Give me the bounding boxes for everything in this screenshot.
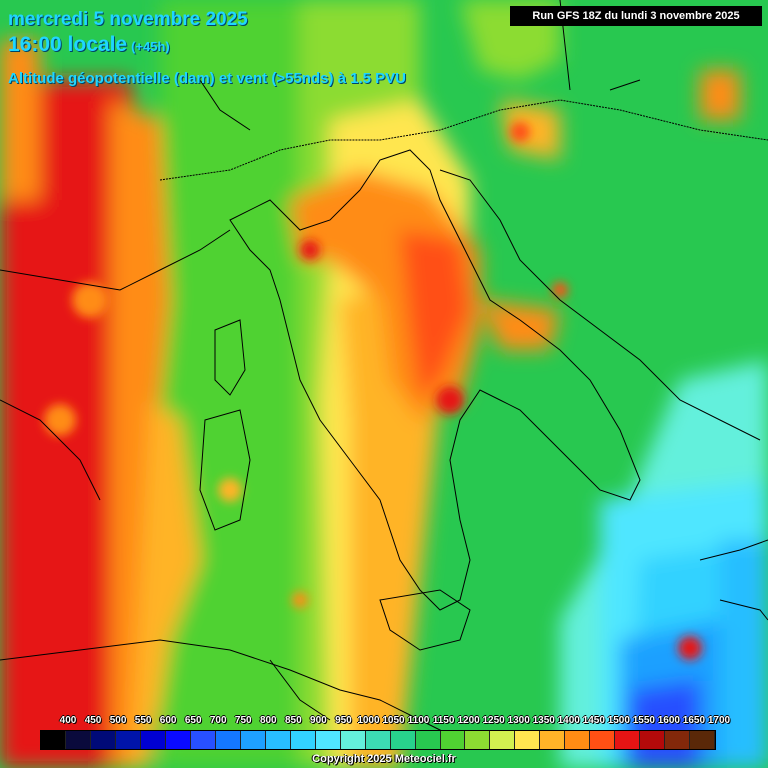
legend-swatch <box>615 731 641 749</box>
legend-tick-label: 850 <box>284 715 302 726</box>
legend-swatch <box>415 731 441 749</box>
legend-tick-label: 1600 <box>657 715 680 726</box>
color-legend <box>40 730 716 750</box>
legend-tick-label: 950 <box>335 715 352 726</box>
legend-tick-label: 500 <box>109 715 127 726</box>
legend-swatch <box>190 731 216 749</box>
legend-swatch <box>515 731 541 749</box>
legend-tick-label: 1450 <box>582 715 605 726</box>
legend-swatch <box>90 731 116 749</box>
forecast-time-label: 16:00 locale <box>8 33 128 56</box>
legend-tick-label: 900 <box>310 715 327 726</box>
legend-swatch <box>540 731 566 749</box>
field-description: Altitude géopotentielle (dam) et vent (>… <box>8 70 406 87</box>
lead-time: (+45h) <box>131 39 170 54</box>
legend-swatch <box>390 731 416 749</box>
legend-swatch <box>640 731 666 749</box>
legend-swatch <box>465 731 491 749</box>
legend-swatch <box>340 731 366 749</box>
legend-tick-label: 1100 <box>407 715 430 726</box>
legend-tick-label: 1550 <box>632 715 655 726</box>
legend-swatch <box>365 731 391 749</box>
coastlines <box>0 0 768 741</box>
legend-swatch <box>41 731 66 749</box>
forecast-date: mercredi 5 novembre 2025 <box>8 9 248 30</box>
legend-tick-label: 1700 <box>707 715 731 726</box>
legend-tick-label: 1050 <box>382 715 405 726</box>
legend-swatch <box>665 731 691 749</box>
forecast-time: 16:00 locale (+45h) <box>8 33 170 57</box>
legend-swatch <box>290 731 316 749</box>
legend-swatch <box>240 731 266 749</box>
legend-tick-label: 600 <box>159 715 177 726</box>
legend-tick-label: 1400 <box>557 715 580 726</box>
legend-tick-label: 1150 <box>432 715 455 726</box>
legend-swatch <box>215 731 241 749</box>
legend-tick-label: 1200 <box>457 715 480 726</box>
legend-tick-label: 1300 <box>507 715 530 726</box>
legend-swatch <box>315 731 341 749</box>
legend-swatch <box>115 731 141 749</box>
copyright-text: Copyright 2025 Meteociel.fr <box>312 753 456 765</box>
legend-tick-label: 450 <box>84 715 102 726</box>
legend-tick-label: 550 <box>134 715 152 726</box>
legend-swatch <box>140 731 166 749</box>
legend-tick-label: 1500 <box>607 715 630 726</box>
legend-swatch <box>490 731 516 749</box>
legend-tick-label: 1350 <box>532 715 555 726</box>
legend-tick-label: 650 <box>184 715 202 726</box>
legend-tick-label: 1650 <box>682 715 706 726</box>
legend-swatch <box>565 731 591 749</box>
legend-tick-label: 750 <box>234 715 252 726</box>
legend-swatch <box>590 731 616 749</box>
legend-swatch <box>265 731 291 749</box>
legend-swatch <box>165 731 191 749</box>
legend-swatch <box>65 731 91 749</box>
legend-labels: 400 450 500 550 600 650 700 750 800 850 900 950 1000… <box>54 715 730 729</box>
legend-swatch <box>690 731 716 749</box>
run-info-badge: Run GFS 18Z du lundi 3 novembre 2025 <box>510 6 762 26</box>
legend-tick-label: 1000 <box>357 715 380 726</box>
legend-tick-label: 400 <box>59 715 77 726</box>
legend-tick-label: 700 <box>209 715 227 726</box>
legend-swatch <box>440 731 466 749</box>
legend-tick-label: 800 <box>259 715 277 726</box>
legend-tick-label: 1250 <box>482 715 505 726</box>
